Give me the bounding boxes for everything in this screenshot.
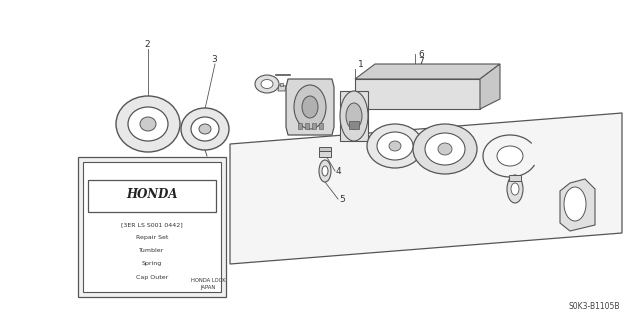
Text: 6: 6 (418, 50, 424, 59)
Polygon shape (480, 64, 500, 109)
Text: Cap Outer: Cap Outer (136, 275, 168, 279)
Ellipse shape (181, 108, 229, 150)
Polygon shape (305, 123, 309, 129)
Text: 5: 5 (339, 195, 345, 204)
Ellipse shape (346, 103, 362, 129)
Polygon shape (78, 157, 226, 297)
Ellipse shape (511, 183, 519, 195)
Ellipse shape (389, 141, 401, 151)
Polygon shape (278, 85, 286, 91)
Ellipse shape (413, 124, 477, 174)
Ellipse shape (302, 96, 318, 118)
Text: [3ER LS S001 0442]: [3ER LS S001 0442] (121, 222, 183, 227)
Text: Repair Set: Repair Set (136, 235, 168, 241)
Polygon shape (355, 64, 500, 79)
Text: 3: 3 (211, 55, 217, 64)
Ellipse shape (507, 175, 523, 203)
Text: HONDA: HONDA (126, 189, 178, 202)
Ellipse shape (116, 96, 180, 152)
Text: JAPAN: JAPAN (200, 286, 216, 291)
Ellipse shape (438, 143, 452, 155)
Polygon shape (560, 179, 595, 231)
Ellipse shape (497, 146, 523, 166)
Text: Spring: Spring (142, 262, 162, 266)
Text: 4: 4 (336, 167, 342, 176)
Polygon shape (340, 91, 368, 141)
Text: S0K3-B1105B: S0K3-B1105B (568, 302, 620, 311)
Ellipse shape (294, 85, 326, 129)
Ellipse shape (425, 133, 465, 165)
Polygon shape (88, 180, 216, 212)
Text: 7: 7 (418, 57, 424, 66)
Ellipse shape (255, 75, 279, 93)
Text: Tumbler: Tumbler (140, 249, 164, 254)
Ellipse shape (128, 107, 168, 141)
Ellipse shape (322, 166, 328, 176)
Polygon shape (120, 112, 122, 134)
Polygon shape (349, 121, 359, 129)
Ellipse shape (377, 132, 413, 160)
Polygon shape (286, 79, 334, 135)
Ellipse shape (261, 79, 273, 88)
Ellipse shape (319, 160, 331, 182)
Polygon shape (298, 123, 302, 129)
Polygon shape (83, 162, 221, 292)
Polygon shape (509, 175, 521, 181)
Polygon shape (312, 123, 316, 129)
Ellipse shape (140, 117, 156, 131)
Polygon shape (355, 79, 480, 109)
Polygon shape (230, 113, 622, 264)
Polygon shape (319, 123, 323, 129)
Ellipse shape (191, 117, 219, 141)
Ellipse shape (564, 187, 586, 221)
Ellipse shape (367, 124, 423, 168)
Polygon shape (319, 151, 331, 157)
Text: 2: 2 (144, 40, 150, 49)
Ellipse shape (199, 124, 211, 134)
Text: HONDA LOCK: HONDA LOCK (191, 278, 225, 284)
Ellipse shape (340, 91, 368, 141)
Polygon shape (280, 83, 283, 86)
Text: 1: 1 (358, 60, 364, 69)
Polygon shape (319, 147, 331, 151)
